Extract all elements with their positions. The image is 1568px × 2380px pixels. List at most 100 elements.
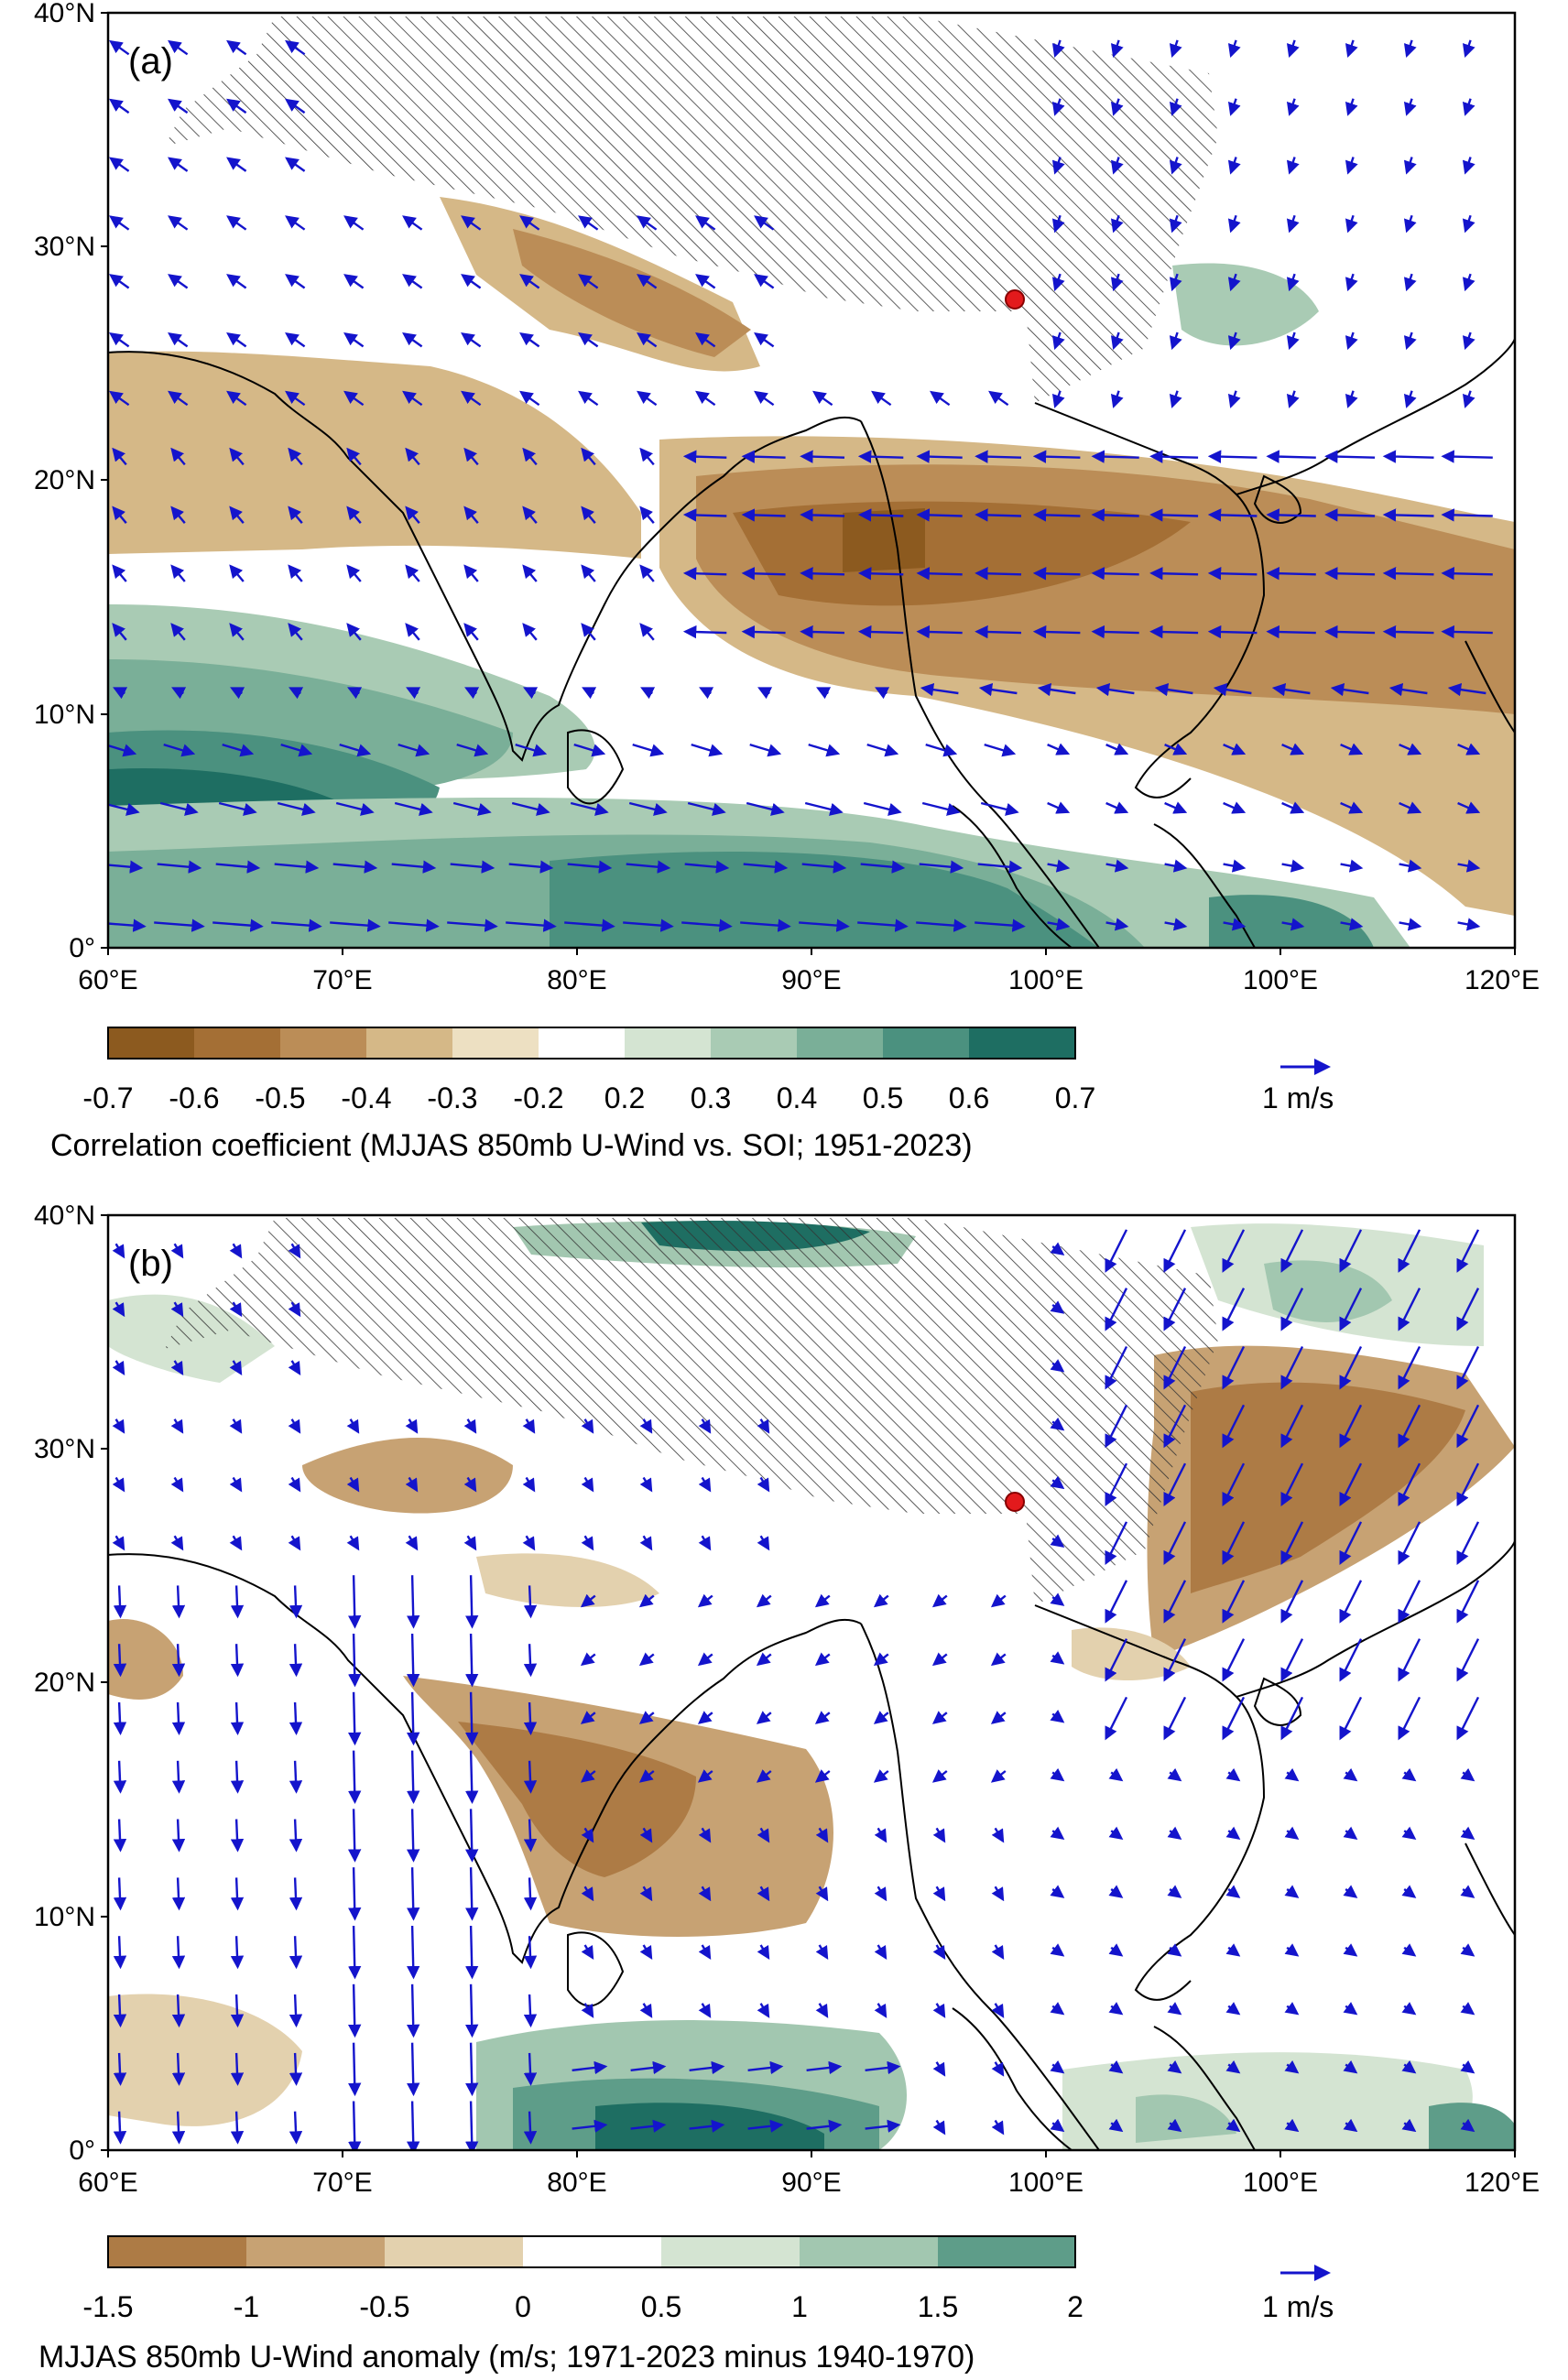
wind-vector: [523, 1701, 538, 1735]
wind-vector: [801, 860, 847, 874]
wind-vector: [754, 390, 775, 407]
wind-vector: [519, 390, 540, 407]
wind-vector: [814, 1769, 831, 1783]
wind-vector: [113, 2052, 127, 2086]
wind-vector: [578, 332, 599, 348]
wind-vector: [108, 744, 137, 757]
panel-b-lat-label: 10°N: [34, 1902, 95, 1932]
wind-vector: [229, 1535, 243, 1551]
wind-vector: [916, 508, 963, 522]
wind-vector: [519, 332, 540, 348]
wind-vector: [229, 564, 245, 582]
wind-vector: [1280, 1580, 1304, 1624]
wind-vector: [1167, 1885, 1182, 1898]
wind-vector: [215, 860, 261, 874]
wind-vector: [1330, 682, 1369, 697]
panel-a-lon-label: 100°E: [1008, 965, 1083, 995]
wind-vector: [285, 215, 306, 231]
wind-vector: [1456, 1696, 1480, 1741]
wind-vector: [285, 332, 306, 348]
wind-vector: [1222, 1404, 1246, 1449]
panel-a-location-marker: [1005, 289, 1025, 310]
wind-vector: [1050, 1417, 1065, 1431]
wind-vector: [630, 2119, 667, 2133]
wind-vector: [109, 215, 130, 231]
wind-vector: [1108, 1767, 1124, 1782]
wind-vector: [1223, 801, 1247, 814]
wind-vector: [402, 390, 423, 407]
wind-vector: [229, 1360, 243, 1375]
wind-vector: [1456, 1521, 1480, 1565]
wind-vector: [1460, 1826, 1475, 1841]
wind-vector: [168, 215, 189, 231]
wind-vector: [230, 1877, 245, 1911]
wind-vector: [639, 2003, 653, 2018]
wind-vector: [171, 1701, 186, 1735]
wind-vector: [741, 625, 786, 639]
wind-vector: [229, 1301, 243, 1318]
wind-vector: [1225, 2059, 1241, 2074]
wind-vector: [1281, 801, 1305, 814]
wind-vector: [522, 623, 538, 641]
wind-vector: [638, 1593, 655, 1608]
panel-a-hatch-region: [165, 16, 1218, 403]
wind-vector: [405, 564, 420, 582]
wind-vector: [402, 332, 423, 348]
wind-vector: [346, 1418, 360, 1434]
wind-vector: [1154, 682, 1193, 697]
wind-vector: [163, 743, 196, 757]
wind-vector: [461, 390, 482, 407]
wind-vector: [1105, 1345, 1128, 1390]
wind-vector: [698, 1944, 712, 1961]
wind-vector: [288, 505, 303, 524]
wind-vector: [873, 1593, 889, 1608]
wind-vector: [1169, 390, 1182, 408]
wind-vector: [230, 2052, 245, 2086]
wind-vector: [1105, 1288, 1128, 1331]
wind-vector: [1227, 39, 1241, 58]
wind-vector: [920, 682, 959, 697]
wind-vector: [1286, 39, 1300, 58]
wind-vector: [170, 1301, 184, 1318]
wind-vector: [226, 157, 247, 172]
wind-vector: [330, 918, 381, 932]
wind-vector: [1050, 2059, 1065, 2074]
wind-vector: [230, 687, 245, 700]
wind-vector: [347, 687, 363, 700]
wind-vector: [1050, 1300, 1065, 1314]
panel-a-lat-label: 30°N: [34, 232, 95, 262]
wind-vector: [222, 743, 255, 757]
wind-vector: [930, 390, 951, 407]
wind-vector: [1163, 1638, 1187, 1682]
wind-vector: [1403, 39, 1417, 58]
wind-vector: [1050, 1475, 1065, 1490]
wind-vector: [991, 1944, 1005, 1961]
panel-b: (b) 40°N 30°N 20°N 10°N 0° 60°E 70°E 80°…: [34, 1201, 1540, 2375]
panel-a-label: (a): [128, 41, 173, 82]
wind-vector: [1223, 743, 1247, 755]
wind-vector: [931, 1769, 948, 1783]
wind-vector: [925, 743, 958, 757]
wind-vector: [1345, 157, 1358, 175]
wind-vector: [1340, 743, 1364, 755]
wind-vector: [1280, 1288, 1304, 1331]
wind-vector: [274, 860, 320, 874]
wind-vector: [1343, 2002, 1358, 2016]
panel-a-lon-label: 80°E: [547, 965, 606, 995]
wind-vector: [741, 567, 786, 581]
wind-vector: [1339, 1462, 1363, 1507]
wind-vector: [343, 274, 365, 289]
wind-vector: [1286, 98, 1300, 116]
wind-vector: [1284, 2118, 1300, 2133]
panel-b-reference-label: 1 m/s: [1262, 2290, 1334, 2323]
wind-vector: [1281, 743, 1305, 755]
panel-b-cb-tick: -1: [234, 2290, 259, 2323]
wind-vector: [456, 743, 489, 757]
wind-vector: [1401, 1943, 1417, 1957]
wind-vector: [1324, 625, 1376, 639]
wind-vector: [800, 625, 845, 639]
wind-vector: [639, 1886, 653, 1902]
wind-vector: [639, 1827, 653, 1843]
wind-vector: [1382, 567, 1434, 581]
